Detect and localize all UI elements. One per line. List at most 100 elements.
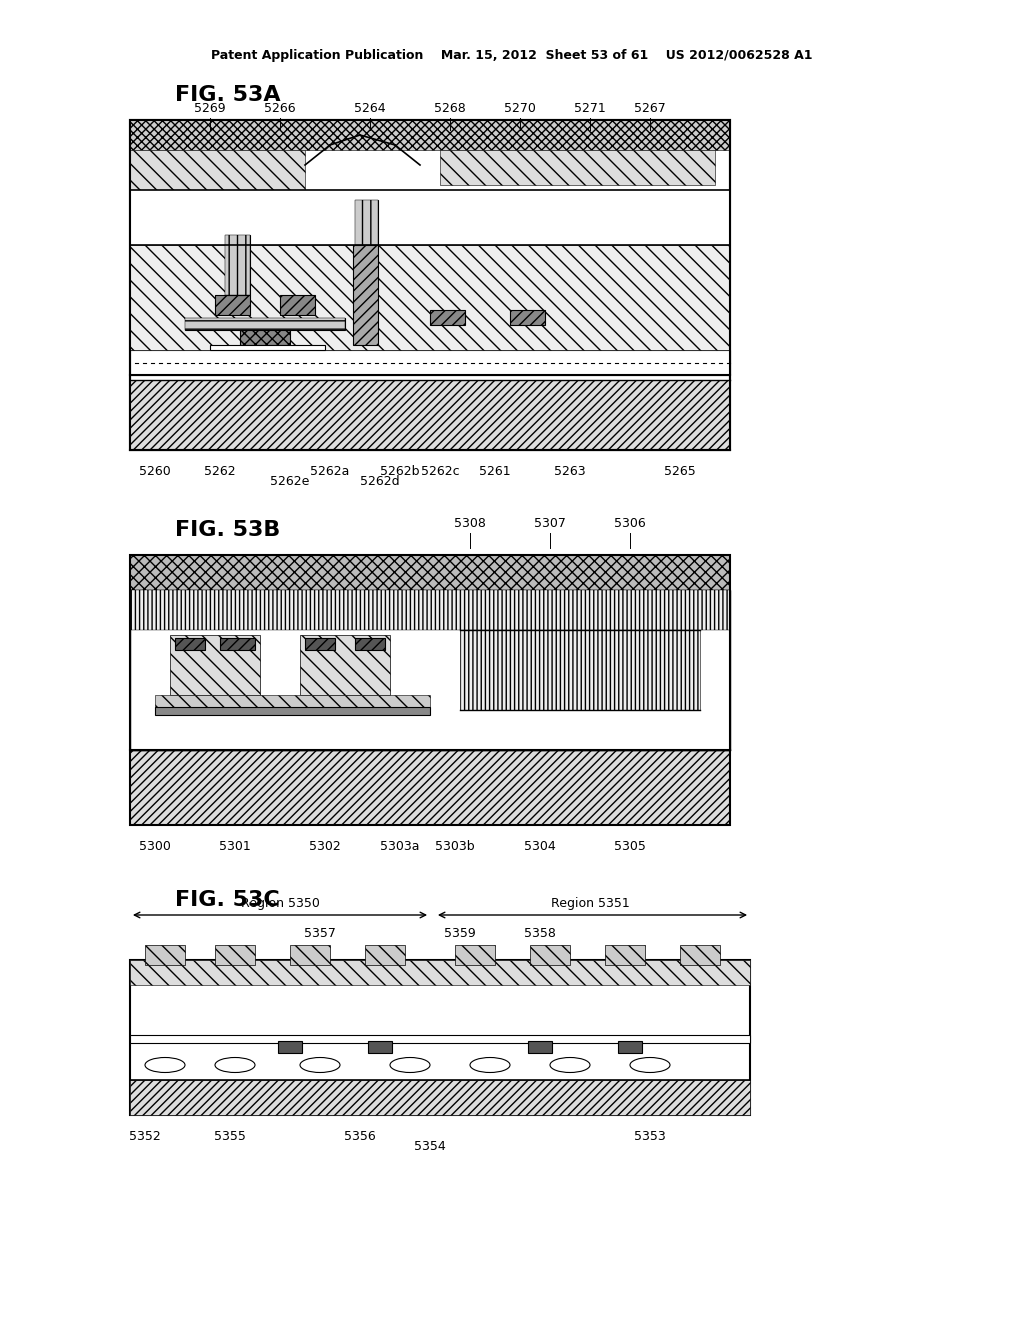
- Text: 5266: 5266: [264, 102, 296, 115]
- Bar: [175, 638, 205, 649]
- Text: Region 5351: Region 5351: [551, 898, 630, 909]
- Bar: [528, 1041, 552, 1053]
- Bar: [130, 960, 750, 985]
- Ellipse shape: [390, 1057, 430, 1072]
- Text: 5262a: 5262a: [310, 465, 349, 478]
- Bar: [368, 1041, 392, 1053]
- Text: 5270: 5270: [504, 102, 536, 115]
- Bar: [355, 638, 385, 649]
- Bar: [130, 120, 730, 450]
- Bar: [430, 310, 465, 325]
- Text: Region 5350: Region 5350: [241, 898, 319, 909]
- Bar: [460, 630, 700, 710]
- Bar: [280, 294, 315, 315]
- Text: 5305: 5305: [614, 840, 646, 853]
- Bar: [220, 638, 255, 649]
- Bar: [130, 554, 730, 590]
- Text: FIG. 53C: FIG. 53C: [175, 890, 280, 909]
- Text: 5359: 5359: [444, 927, 476, 940]
- Bar: [440, 150, 715, 185]
- Bar: [210, 345, 325, 350]
- Text: 5262b: 5262b: [380, 465, 420, 478]
- Text: 5263: 5263: [554, 465, 586, 478]
- Bar: [225, 235, 250, 294]
- Bar: [185, 318, 345, 330]
- Text: 5302: 5302: [309, 840, 341, 853]
- Bar: [618, 1041, 642, 1053]
- Bar: [215, 945, 255, 965]
- Text: 5304: 5304: [524, 840, 556, 853]
- Bar: [225, 235, 250, 294]
- Ellipse shape: [550, 1057, 590, 1072]
- Bar: [530, 945, 570, 965]
- Text: 5260: 5260: [139, 465, 171, 478]
- Bar: [130, 350, 730, 375]
- Bar: [185, 318, 345, 330]
- Text: FIG. 53B: FIG. 53B: [175, 520, 281, 540]
- Ellipse shape: [145, 1057, 185, 1072]
- Text: 5262c: 5262c: [421, 465, 460, 478]
- Text: 5267: 5267: [634, 102, 666, 115]
- Text: 5307: 5307: [535, 517, 566, 531]
- Bar: [355, 201, 378, 246]
- Text: 5306: 5306: [614, 517, 646, 531]
- Text: 5353: 5353: [634, 1130, 666, 1143]
- Bar: [130, 590, 730, 630]
- Text: 5354: 5354: [414, 1140, 445, 1152]
- Bar: [215, 294, 250, 315]
- Bar: [680, 945, 720, 965]
- Bar: [155, 708, 430, 715]
- Bar: [510, 310, 545, 325]
- Bar: [155, 696, 430, 708]
- Bar: [365, 945, 406, 965]
- Text: 5308: 5308: [454, 517, 486, 531]
- Bar: [240, 330, 290, 345]
- Text: 5358: 5358: [524, 927, 556, 940]
- Text: 5352: 5352: [129, 1130, 161, 1143]
- Bar: [130, 1080, 750, 1115]
- Ellipse shape: [470, 1057, 510, 1072]
- Text: 5264: 5264: [354, 102, 386, 115]
- Bar: [300, 635, 390, 696]
- Ellipse shape: [630, 1057, 670, 1072]
- Bar: [290, 945, 330, 965]
- Text: 5269: 5269: [195, 102, 226, 115]
- Text: 5355: 5355: [214, 1130, 246, 1143]
- Bar: [130, 750, 730, 825]
- Bar: [130, 150, 305, 190]
- Text: 5303b: 5303b: [435, 840, 475, 853]
- Bar: [130, 554, 730, 825]
- Text: 5262e: 5262e: [270, 475, 309, 488]
- Text: 5265: 5265: [665, 465, 696, 478]
- Text: 5271: 5271: [574, 102, 606, 115]
- Text: 5262d: 5262d: [360, 475, 399, 488]
- Ellipse shape: [215, 1057, 255, 1072]
- Text: FIG. 53A: FIG. 53A: [175, 84, 281, 106]
- Bar: [305, 638, 335, 649]
- Ellipse shape: [300, 1057, 340, 1072]
- Bar: [353, 201, 378, 345]
- Bar: [145, 945, 185, 965]
- Bar: [455, 945, 495, 965]
- Bar: [130, 120, 730, 450]
- Text: 5356: 5356: [344, 1130, 376, 1143]
- Text: 5261: 5261: [479, 465, 511, 478]
- Bar: [130, 1035, 750, 1043]
- Bar: [130, 190, 730, 246]
- Bar: [130, 380, 730, 450]
- Text: 5303a: 5303a: [380, 840, 420, 853]
- Bar: [130, 590, 730, 750]
- Text: 5301: 5301: [219, 840, 251, 853]
- Bar: [130, 246, 730, 350]
- Bar: [130, 960, 750, 1115]
- Text: Patent Application Publication    Mar. 15, 2012  Sheet 53 of 61    US 2012/00625: Patent Application Publication Mar. 15, …: [211, 49, 813, 62]
- Text: 5357: 5357: [304, 927, 336, 940]
- Bar: [130, 120, 730, 150]
- Bar: [170, 635, 260, 696]
- Text: 5268: 5268: [434, 102, 466, 115]
- Bar: [355, 201, 378, 246]
- Bar: [605, 945, 645, 965]
- Text: 5300: 5300: [139, 840, 171, 853]
- Bar: [278, 1041, 302, 1053]
- Text: 5262: 5262: [204, 465, 236, 478]
